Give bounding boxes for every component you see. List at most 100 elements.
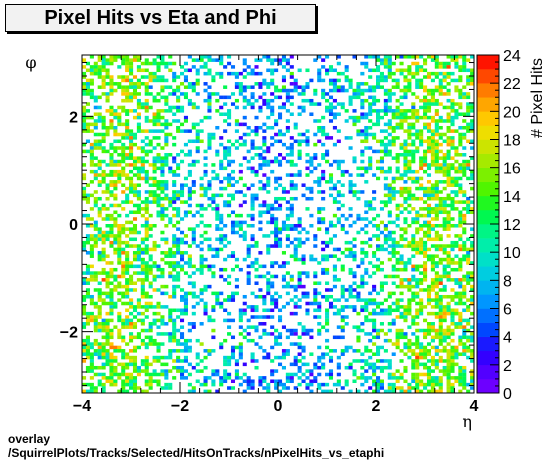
heatmap-cell [97, 58, 102, 62]
heatmap-cell [328, 176, 334, 181]
heatmap-cell [376, 376, 381, 380]
heatmap-cell [293, 372, 298, 377]
heatmap-cell [144, 109, 149, 113]
heatmap-cell [387, 196, 392, 201]
heatmap-cell [117, 240, 122, 245]
heatmap-cell [191, 230, 196, 235]
heatmap-cell [144, 169, 149, 174]
heatmap-cell [426, 180, 432, 184]
heatmap-cell [215, 224, 220, 228]
heatmap-cell [125, 389, 130, 394]
heatmap-cell [285, 92, 290, 96]
heatmap-cell [121, 382, 126, 387]
heatmap-cell [289, 55, 294, 59]
heatmap-cell [140, 163, 145, 167]
heatmap-cell [434, 311, 439, 316]
heatmap-cell [187, 257, 192, 262]
heatmap-cell [462, 119, 467, 123]
heatmap-cell [93, 240, 98, 245]
heatmap-cell [156, 75, 161, 79]
heatmap-cell [387, 125, 392, 130]
heatmap-cell [454, 149, 459, 154]
heatmap-cell [121, 55, 126, 59]
heatmap-cell [430, 139, 435, 144]
heatmap-cell [160, 274, 165, 279]
heatmap-cell [391, 240, 396, 245]
heatmap-cell [82, 213, 87, 218]
heatmap-cell [144, 251, 149, 255]
heatmap-cell [219, 234, 224, 238]
heatmap-cell [285, 386, 290, 390]
heatmap-cell [89, 278, 94, 282]
heatmap-cell [372, 335, 377, 340]
heatmap-cell [293, 328, 298, 333]
heatmap-cell [262, 173, 267, 177]
heatmap-cell [352, 257, 357, 262]
heatmap-cell [426, 203, 432, 208]
heatmap-cell [419, 159, 424, 164]
heatmap-cell [97, 207, 102, 211]
heatmap-cell [399, 284, 404, 289]
heatmap-cell [168, 338, 173, 343]
heatmap-cell [434, 261, 439, 265]
heatmap-cell [430, 88, 435, 93]
heatmap-cell [129, 139, 134, 144]
heatmap-cell [426, 224, 432, 228]
heatmap-cell [395, 257, 400, 262]
heatmap-cell [360, 82, 365, 86]
heatmap-cell [407, 305, 412, 309]
heatmap-cell [462, 257, 467, 262]
heatmap-cell [317, 227, 322, 231]
heatmap-cell [317, 180, 322, 184]
heatmap-cell [164, 382, 169, 387]
heatmap-cell [180, 237, 185, 242]
heatmap-cell [207, 267, 212, 272]
heatmap-cell [442, 257, 447, 262]
heatmap-cell [376, 386, 381, 390]
heatmap-cell [379, 75, 384, 79]
heatmap-cell [446, 251, 451, 255]
heatmap-cell [121, 190, 126, 194]
heatmap-cell [415, 65, 420, 69]
heatmap-cell [325, 159, 330, 164]
heatmap-cell [97, 288, 102, 292]
heatmap-cell [360, 328, 365, 333]
heatmap-cell [203, 308, 208, 313]
heatmap-cell [187, 129, 192, 133]
heatmap-cell [278, 95, 283, 100]
heatmap-cell [132, 264, 138, 269]
heatmap-cell [199, 183, 204, 187]
heatmap-cell [411, 207, 416, 211]
heatmap-cell [399, 186, 404, 191]
heatmap-cell [101, 345, 106, 350]
heatmap-cell [462, 230, 467, 235]
heatmap-cell [415, 230, 420, 235]
heatmap-cell [434, 112, 439, 116]
heatmap-cell [399, 386, 404, 390]
heatmap-cell [450, 78, 455, 83]
heatmap-cell [419, 308, 424, 313]
heatmap-cell [262, 379, 267, 384]
heatmap-cell [89, 146, 94, 150]
heatmap-cell [152, 61, 157, 66]
heatmap-cell [387, 98, 392, 103]
heatmap-cell [411, 234, 416, 238]
heatmap-cell [121, 142, 126, 147]
heatmap-cell [215, 149, 220, 154]
heatmap-cell [191, 159, 196, 164]
heatmap-cell [172, 142, 177, 147]
heatmap-cell [403, 139, 408, 144]
heatmap-cell [164, 386, 169, 390]
heatmap-cell [301, 345, 306, 350]
heatmap-cell [356, 132, 361, 137]
heatmap-cell [309, 102, 314, 106]
heatmap-cell [172, 284, 177, 289]
heatmap-cell [450, 102, 455, 106]
heatmap-cell [140, 369, 145, 373]
heatmap-cell [180, 122, 185, 127]
heatmap-cell [446, 193, 451, 198]
heatmap-cell [101, 251, 106, 255]
heatmap-cell [117, 105, 122, 110]
heatmap-cell [368, 132, 373, 137]
heatmap-cell [434, 271, 439, 275]
